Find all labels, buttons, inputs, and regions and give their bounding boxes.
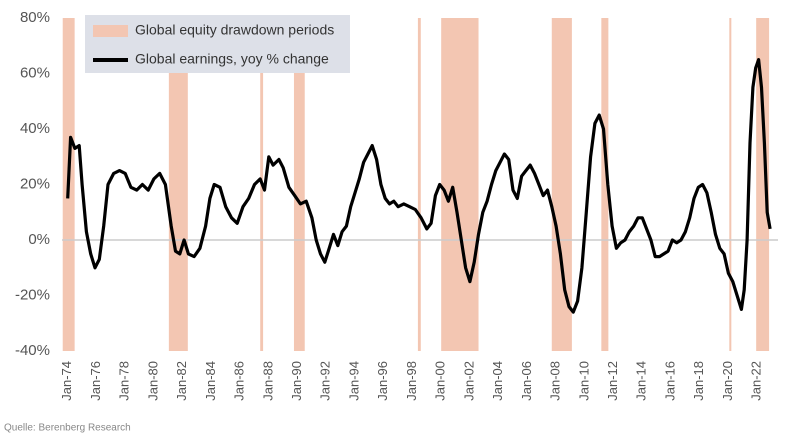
y-tick-label: 20% [20,175,50,192]
y-tick-label: -20% [15,286,50,303]
x-tick-label: Jan-80 [145,361,160,401]
drawdown-band [601,18,609,351]
y-tick-label: 40% [20,120,50,137]
x-tick-label: Jan-88 [260,361,275,401]
y-tick-label: 80% [20,9,50,26]
x-tick-label: Jan-18 [691,361,706,401]
x-tick-label: Jan-12 [605,361,620,401]
x-tick-label: Jan-76 [88,361,103,401]
x-tick-label: Jan-16 [662,361,677,401]
drawdown-band [293,18,305,351]
x-tick-label: Jan-96 [375,361,390,401]
x-tick-label: Jan-92 [318,361,333,401]
x-tick-label: Jan-74 [59,361,74,401]
earnings-line [66,58,772,314]
x-tick-label: Jan-06 [519,361,534,401]
x-tick-label: Jan-86 [232,361,247,401]
x-tick-label: Jan-08 [548,361,563,401]
x-tick-label: Jan-14 [634,361,649,401]
drawdown-band [417,18,421,351]
x-tick-label: Jan-94 [346,361,361,401]
legend-swatch [93,25,128,37]
y-tick-label: -40% [15,342,50,359]
x-tick-label: Jan-22 [749,361,764,401]
drawdown-band [441,18,479,351]
x-tick-label: Jan-98 [404,361,419,401]
x-tick-label: Jan-84 [203,361,218,401]
x-tick-label: Jan-78 [117,361,132,401]
source: Quelle: Berenberg Research [4,423,131,434]
drawdown-band [551,18,572,351]
x-tick-label: Jan-90 [289,361,304,401]
legend-label: Global earnings, yoy % change [135,51,329,67]
x-tick-label: Jan-82 [174,361,189,401]
y-tick-label: 0% [28,231,50,248]
x-tick-label: Jan-20 [720,361,735,401]
drawdown-band [729,18,732,351]
legend-label: Global equity drawdown periods [135,22,334,38]
drawdown-band [756,18,770,351]
drawdown-band [168,18,188,351]
x-tick-label: Jan-02 [461,361,476,401]
legend-box [85,15,350,73]
y-tick-label: 60% [20,64,50,81]
x-tick-label: Jan-10 [576,361,591,401]
x-tick-label: Jan-00 [433,361,448,401]
x-tick-label: Jan-04 [490,361,505,401]
